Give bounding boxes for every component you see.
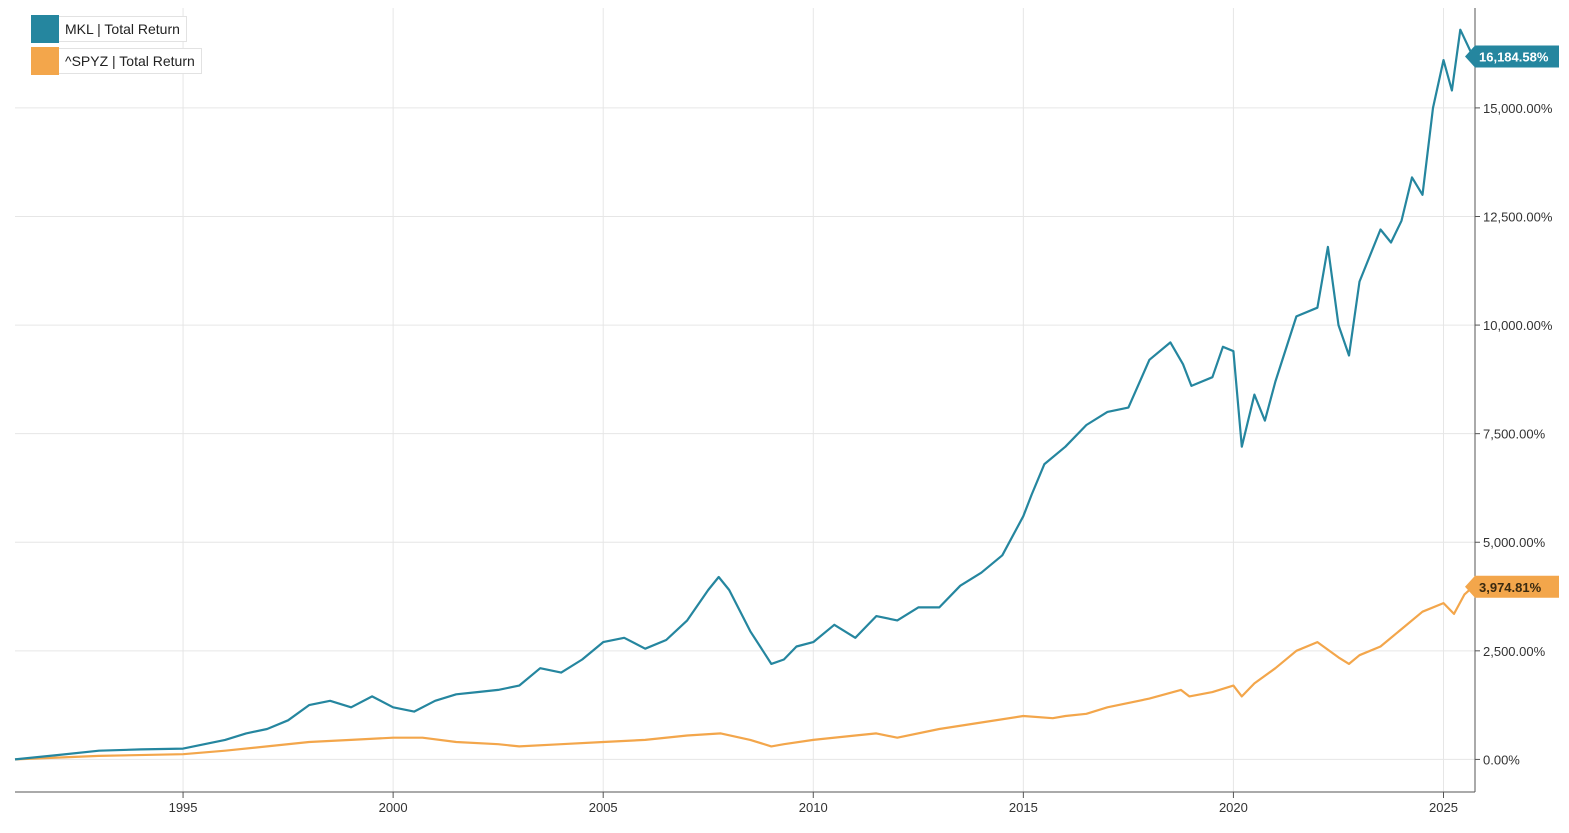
- y-tick-label: 12,500.00%: [1483, 209, 1553, 224]
- x-tick-label: 2005: [589, 800, 618, 815]
- end-value-label-spyz: 3,974.81%: [1479, 580, 1542, 595]
- legend-item-spyz[interactable]: ^SPYZ | Total Return: [31, 46, 202, 76]
- x-tick-label: 2025: [1429, 800, 1458, 815]
- x-tick-label: 2010: [799, 800, 828, 815]
- end-value-flag-spyz: [1465, 575, 1559, 598]
- legend-swatch-mkl: [31, 15, 59, 43]
- series-line-mkl: [14, 28, 1474, 761]
- x-tick-label: 1995: [169, 800, 198, 815]
- legend-item-mkl[interactable]: MKL | Total Return: [31, 14, 202, 44]
- legend-label-spyz: ^SPYZ | Total Return: [59, 48, 202, 74]
- legend: MKL | Total Return ^SPYZ | Total Return: [31, 14, 202, 78]
- y-tick-label: 15,000.00%: [1483, 101, 1553, 116]
- y-tick-label: 5,000.00%: [1483, 535, 1546, 550]
- y-tick-label: 10,000.00%: [1483, 318, 1553, 333]
- x-tick-label: 2000: [379, 800, 408, 815]
- y-tick-label: 7,500.00%: [1483, 427, 1546, 442]
- legend-swatch-spyz: [31, 47, 59, 75]
- end-value-label-mkl: 16,184.58%: [1479, 49, 1549, 64]
- end-value-flag-mkl: [1465, 45, 1559, 68]
- series-line-spyz: [14, 585, 1474, 761]
- x-tick-label: 2020: [1219, 800, 1248, 815]
- y-tick-label: 2,500.00%: [1483, 644, 1546, 659]
- legend-label-mkl: MKL | Total Return: [59, 16, 187, 42]
- x-tick-label: 2015: [1009, 800, 1038, 815]
- y-tick-label: 0.00%: [1483, 752, 1520, 767]
